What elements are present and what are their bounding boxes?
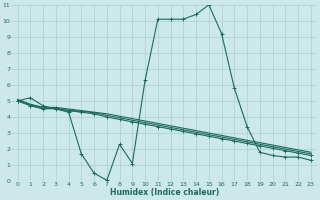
X-axis label: Humidex (Indice chaleur): Humidex (Indice chaleur) bbox=[109, 188, 219, 197]
